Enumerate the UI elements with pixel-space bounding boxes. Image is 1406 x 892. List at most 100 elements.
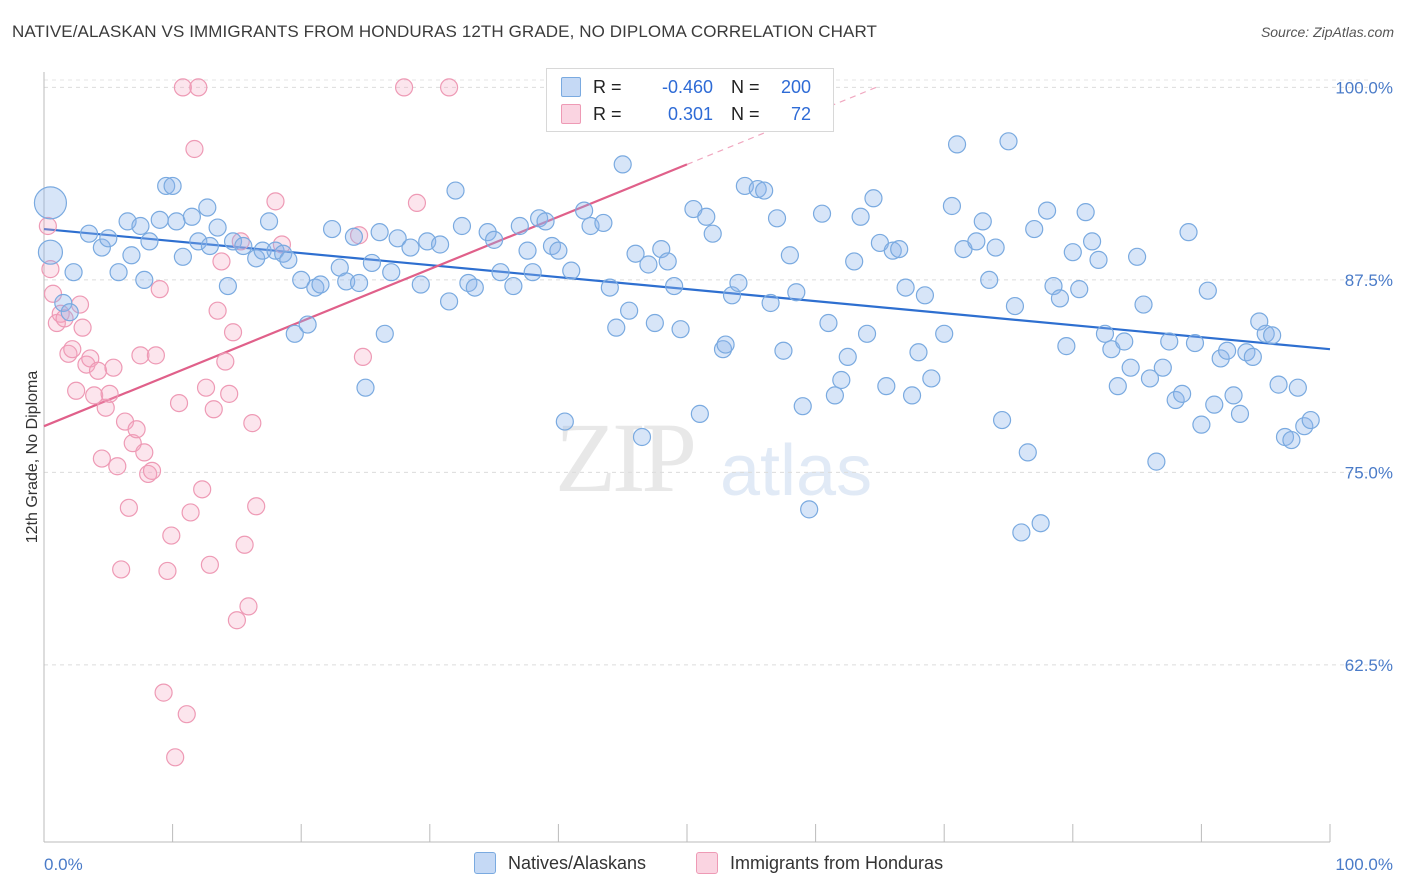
blue-point — [536, 212, 555, 231]
legend-row-honduras: R = 0.301 N = 72 — [561, 102, 811, 126]
blue-point — [986, 238, 1005, 257]
pink-point — [193, 480, 212, 499]
r-value: 0.301 — [667, 103, 713, 124]
pink-point — [96, 398, 115, 417]
blue-points — [33, 93, 1320, 542]
pink-point — [112, 560, 131, 579]
blue-point — [79, 224, 99, 243]
blue-point — [1050, 289, 1070, 308]
blue-point — [780, 246, 799, 265]
pink-point — [38, 216, 57, 236]
x-tick-label: 100.0% — [1335, 855, 1393, 874]
pink-point — [247, 497, 266, 516]
blue-point — [1005, 296, 1025, 316]
blue-point — [446, 181, 465, 200]
pink-point — [220, 384, 239, 403]
blue-point — [1269, 375, 1288, 394]
pink-point — [63, 340, 82, 359]
pink-point — [88, 361, 108, 380]
blue-point — [665, 276, 684, 296]
blue-point — [33, 186, 68, 220]
blue-point — [491, 263, 510, 282]
blue-point — [510, 216, 529, 236]
blue-point — [370, 223, 389, 242]
blue-point — [1076, 203, 1095, 222]
blue-point — [549, 241, 568, 260]
blue-point — [518, 241, 537, 260]
blue-point — [311, 275, 330, 294]
blue-point — [1127, 247, 1147, 266]
blue-point — [131, 216, 150, 236]
y-tick-label: 100.0% — [1335, 78, 1393, 97]
pink-point — [181, 503, 200, 522]
pink-point — [146, 346, 165, 365]
blue-point — [259, 212, 279, 231]
blue-point — [198, 198, 217, 217]
blue-point — [279, 250, 298, 269]
blue-point — [465, 278, 484, 297]
blue-point — [375, 324, 394, 343]
blue-point — [182, 207, 201, 226]
pink-point — [394, 78, 414, 97]
pink-point — [154, 683, 173, 702]
watermark-zip: ZIP — [555, 402, 697, 513]
blue-point — [632, 427, 652, 447]
legend-item-honduras: Immigrants from Honduras — [696, 852, 943, 874]
blue-point — [439, 292, 459, 311]
blue-point — [999, 132, 1018, 151]
axes — [43, 72, 1331, 843]
blue-point — [430, 235, 450, 254]
legend-item-natives: Natives/Alaskans — [474, 852, 646, 874]
blue-point — [922, 369, 941, 388]
blue-point — [208, 218, 227, 237]
blue-point — [285, 324, 304, 343]
blue-point — [140, 232, 159, 251]
blue-point — [600, 278, 619, 297]
blue-point — [620, 301, 639, 320]
blue-point — [967, 232, 986, 251]
blue-point — [163, 176, 182, 196]
blue-point — [1031, 514, 1050, 533]
blue-point — [864, 189, 883, 208]
blue-legend-swatch — [474, 852, 496, 874]
blue-point — [767, 209, 787, 228]
blue-point — [575, 201, 594, 220]
legend-label-natives: Natives/Alaskans — [508, 852, 647, 873]
blue-point — [411, 275, 430, 294]
blue-point — [832, 370, 851, 390]
r-value: -0.460 — [661, 76, 713, 97]
blue-point — [292, 270, 311, 289]
blue-point — [306, 278, 325, 297]
pink-point — [212, 252, 231, 271]
blue-point — [992, 410, 1012, 430]
n-value: 200 — [780, 76, 811, 97]
blue-point — [1025, 219, 1044, 239]
correlation-legend: R = -0.460 N = 200 R = 0.301 N = 72 — [546, 68, 834, 132]
blue-point — [626, 244, 645, 263]
blue-point — [1173, 384, 1192, 403]
blue-point — [774, 341, 793, 360]
blue-swatch — [561, 77, 581, 97]
blue-point — [1185, 333, 1205, 353]
pink-point — [439, 78, 459, 97]
blue-point — [1218, 341, 1237, 360]
blue-point — [37, 239, 64, 265]
blue-point — [658, 252, 677, 271]
blue-point — [1153, 358, 1172, 377]
blue-point — [1063, 243, 1082, 262]
blue-point — [1140, 369, 1160, 388]
blue-point — [703, 224, 722, 243]
blue-point — [92, 238, 111, 257]
pink-point — [162, 526, 181, 545]
blue-point — [109, 263, 128, 282]
blue-point — [890, 240, 909, 259]
blue-point — [485, 230, 504, 249]
blue-point — [915, 286, 935, 305]
pink-point — [108, 457, 127, 476]
blue-point — [1301, 410, 1320, 430]
blue-point — [800, 500, 819, 519]
blue-point — [935, 324, 954, 343]
blue-point — [452, 216, 472, 236]
blue-point — [845, 252, 864, 271]
